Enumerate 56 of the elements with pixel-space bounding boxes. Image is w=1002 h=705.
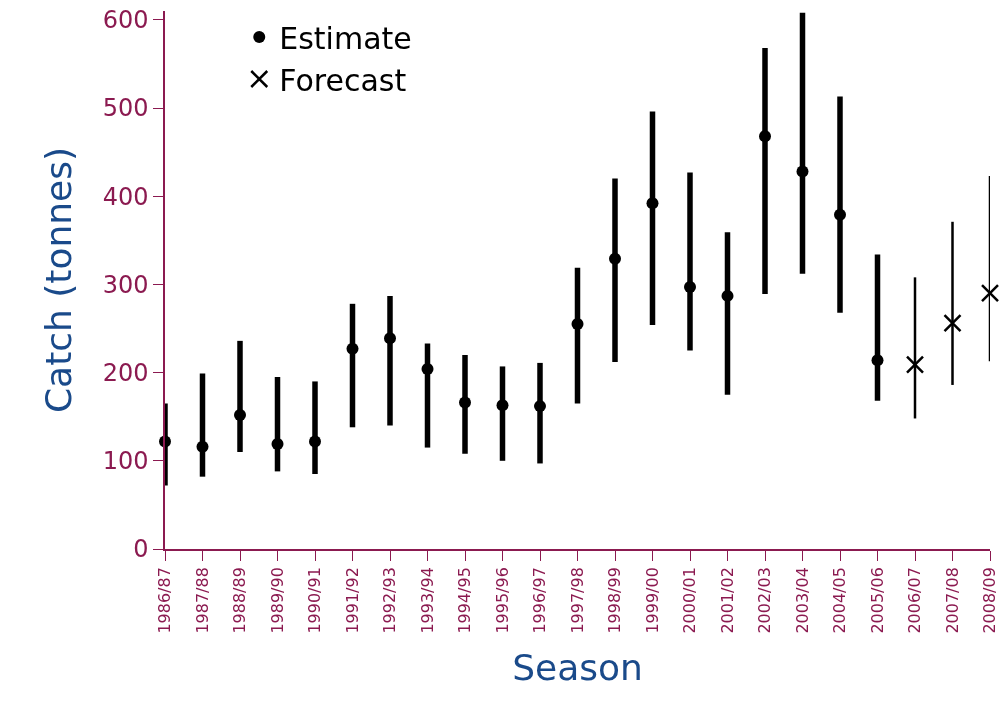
x-tick-label: 2006/07 — [905, 567, 925, 634]
point — [496, 399, 509, 412]
x-tick-label: 2005/06 — [867, 567, 887, 634]
x-tick-label: 1993/94 — [417, 567, 437, 634]
point — [646, 197, 659, 210]
point — [834, 208, 846, 221]
x-tick-label: 1991/92 — [342, 567, 362, 634]
point — [943, 313, 962, 333]
point — [980, 283, 1000, 303]
x-tick-label: 2000/01 — [680, 567, 700, 634]
x-axis-title: Season — [512, 646, 643, 688]
x-tick-label: 1987/88 — [192, 567, 212, 634]
x-tick-label: 1995/96 — [492, 567, 512, 634]
x-tick-label: 2004/05 — [830, 567, 850, 634]
x-tick-label: 1998/99 — [605, 567, 625, 634]
y-tick-label: 100 — [102, 447, 149, 476]
point — [721, 289, 734, 302]
x-tick-label: 1997/98 — [567, 567, 587, 634]
x-tick-label: 2002/03 — [755, 567, 775, 634]
point — [684, 281, 696, 294]
point — [309, 435, 321, 448]
point — [759, 130, 771, 143]
x-tick-label: 1986/87 — [155, 567, 175, 634]
y-tick-label: 200 — [102, 359, 149, 388]
y-tick-label: 300 — [102, 270, 149, 299]
point — [346, 342, 359, 355]
point — [459, 396, 471, 409]
legend-label: Estimate — [279, 20, 412, 56]
x-tick-label: 1988/89 — [230, 567, 250, 634]
point — [905, 355, 925, 374]
y-tick-label: 400 — [102, 182, 149, 211]
x-tick-label: 1990/91 — [305, 567, 325, 634]
y-tick-label: 600 — [102, 6, 149, 35]
y-axis-title: Catch (tonnes) — [38, 146, 80, 414]
x-tick-label: 1996/97 — [530, 567, 550, 634]
point — [271, 438, 284, 451]
x-tick-label: 1992/93 — [380, 567, 400, 634]
x-tick-label: 2008/09 — [980, 567, 1000, 634]
point — [871, 354, 884, 367]
point — [571, 318, 584, 331]
point — [534, 400, 546, 413]
y-tick-label: 0 — [133, 535, 149, 564]
x-tick-label: 2001/02 — [717, 567, 737, 634]
x-tick-label: 1999/00 — [642, 567, 662, 634]
x-tick-label: 2003/04 — [792, 567, 812, 634]
point — [796, 165, 809, 178]
x-tick-label: 2007/08 — [942, 567, 962, 634]
x-tick-label: 1994/95 — [455, 567, 475, 634]
y-tick-label: 500 — [102, 94, 149, 123]
point — [609, 252, 621, 265]
point — [196, 440, 209, 453]
point — [421, 363, 434, 376]
point — [234, 408, 246, 421]
point — [384, 332, 396, 345]
x-tick-label: 1989/90 — [267, 567, 287, 634]
legend-label: Forecast — [279, 62, 407, 98]
